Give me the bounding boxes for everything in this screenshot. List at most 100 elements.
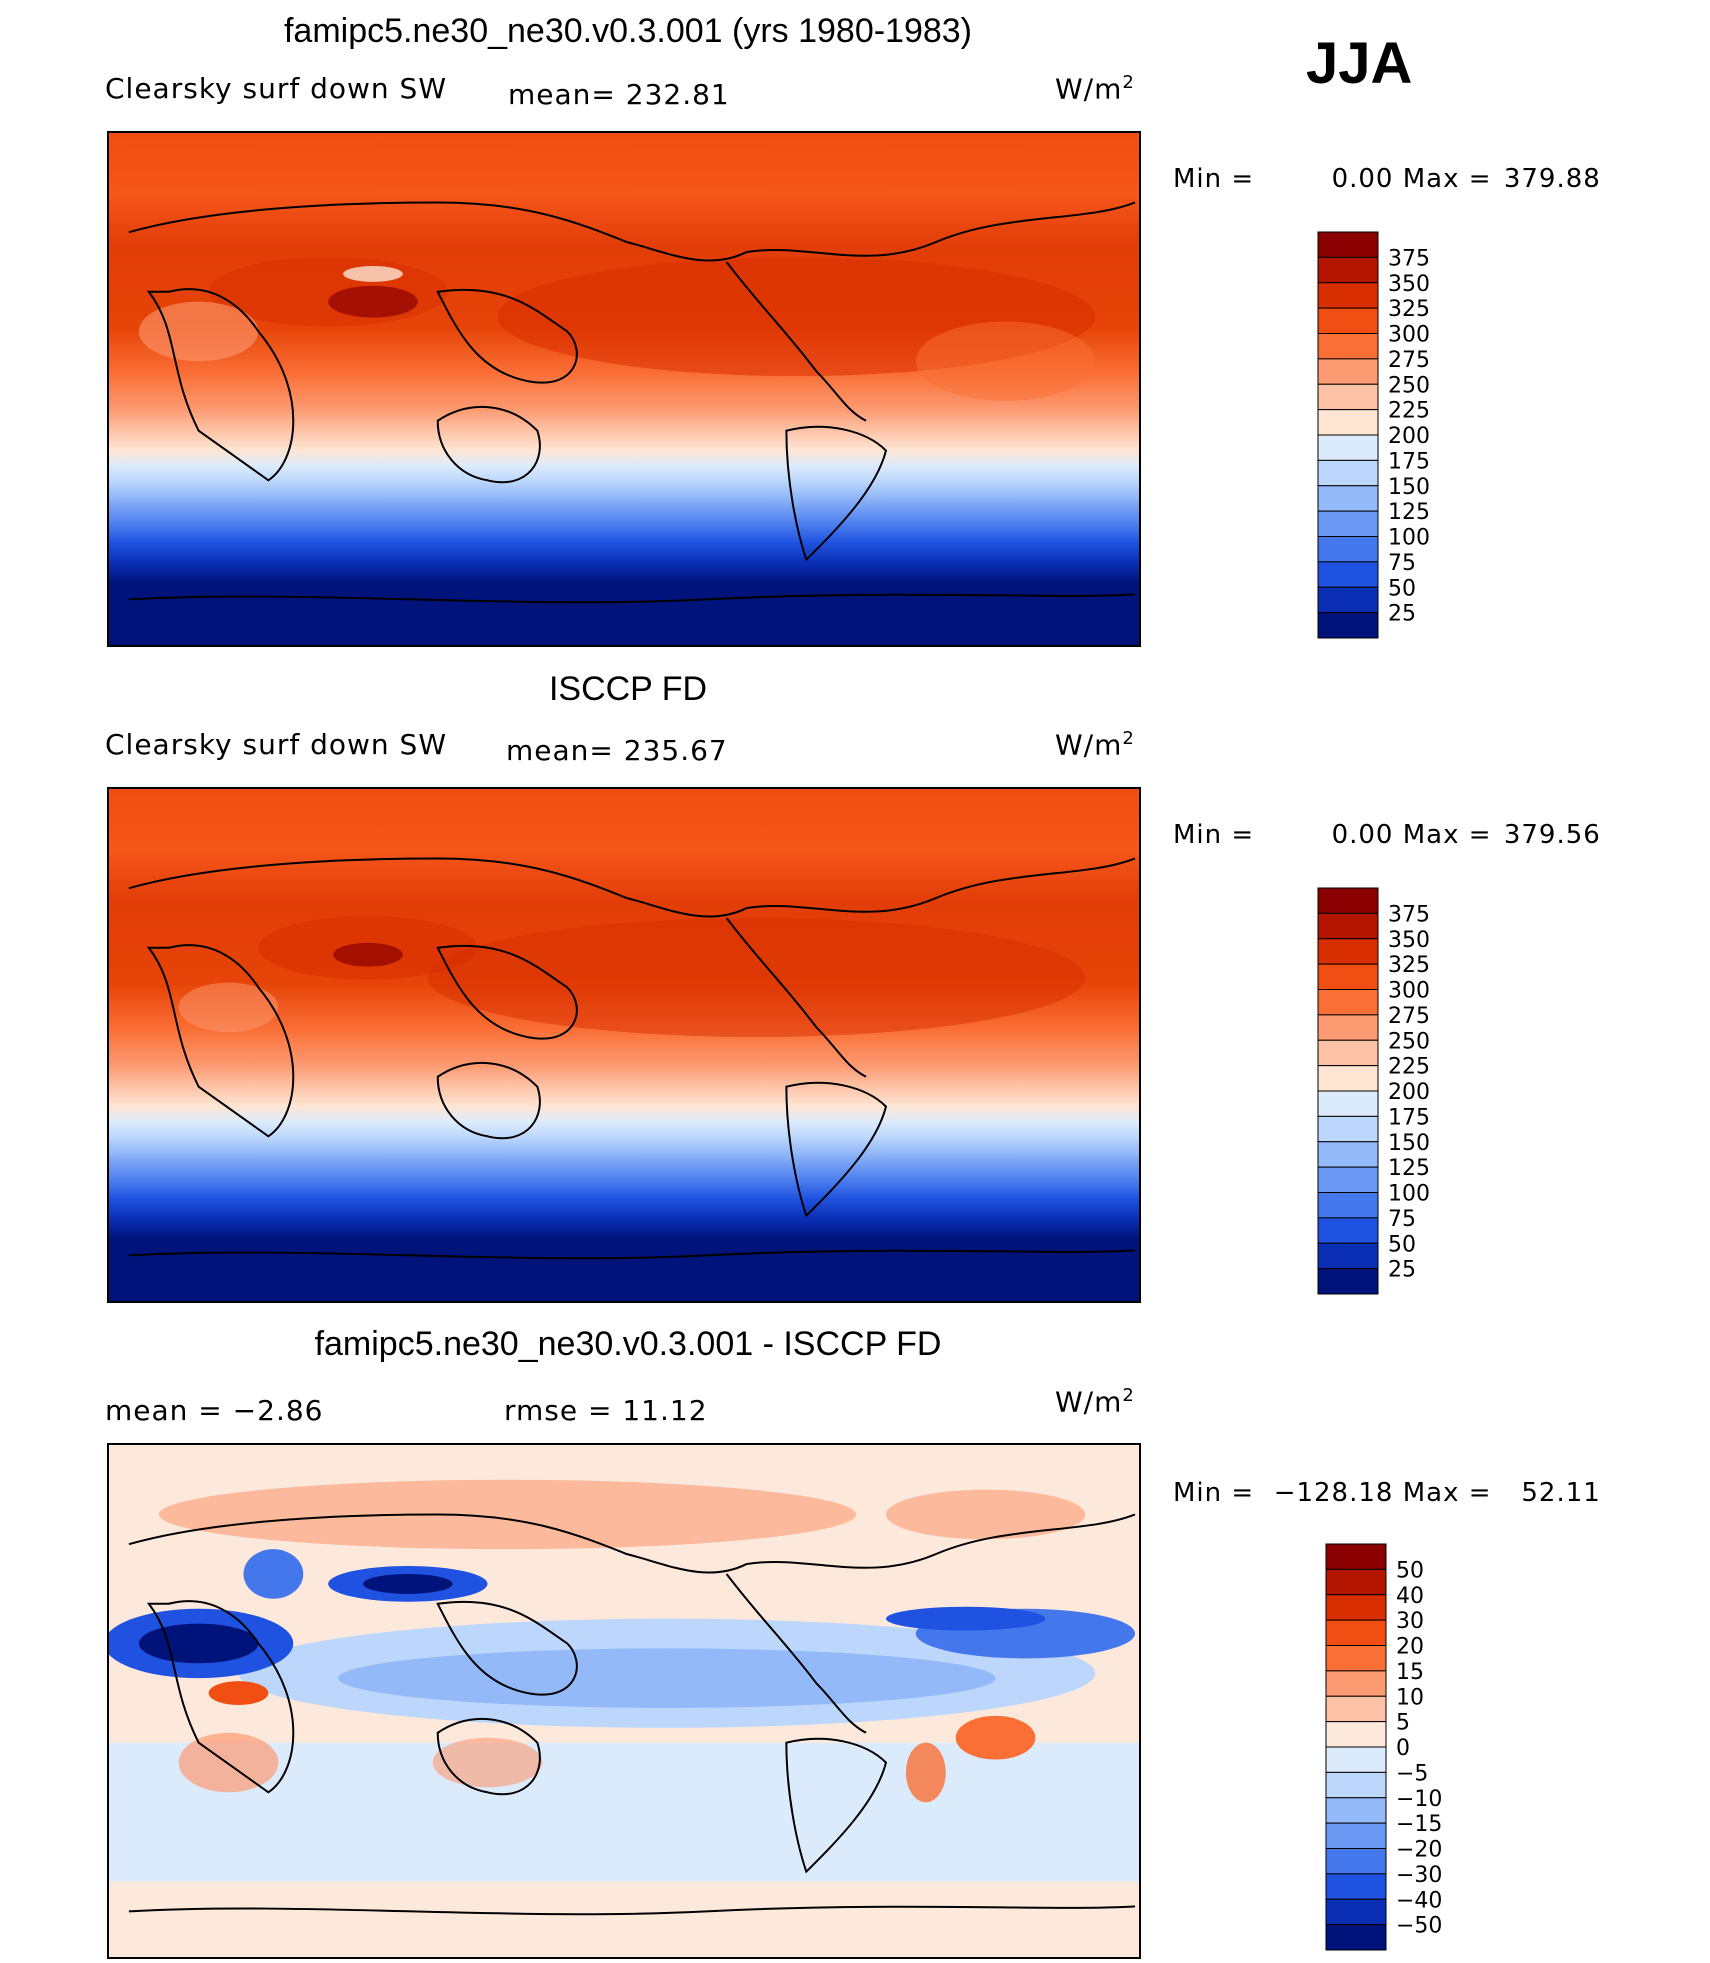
colorbar-swatch [1317, 485, 1379, 512]
panel-3-max-value: 52.11 [1521, 1478, 1601, 1508]
colorbar-swatch [1325, 1721, 1387, 1748]
colorbar-swatch [1317, 358, 1379, 385]
panel-1-colorbar-svg: 3753503253002752502252001751501251007550… [1317, 231, 1430, 639]
panel-3-map-svg [109, 1445, 1139, 1957]
colorbar-label: 125 [1388, 500, 1430, 525]
colorbar-label: 20 [1396, 1635, 1424, 1660]
colorbar-swatch [1317, 536, 1379, 563]
panel-2-mean-label: mean= 235.67 [506, 734, 728, 767]
colorbar-label: 200 [1388, 1080, 1430, 1105]
panel-1-max-value: 379.88 [1503, 164, 1601, 194]
colorbar-swatch [1317, 409, 1379, 436]
colorbar-label: 375 [1388, 902, 1430, 927]
colorbar-label: 125 [1388, 1156, 1430, 1181]
colorbar-swatch [1325, 1771, 1387, 1799]
panel-3-colorbar: 50 40 30 20 15 10 5 0 −5 −10 −15 −20 −30 −40 −50 [1325, 1543, 1486, 1951]
panel-3-map [107, 1443, 1141, 1959]
colorbar-swatch [1317, 1090, 1379, 1117]
panel-2-variable-label: Clearsky surf down SW [105, 728, 448, 761]
colorbar-label: −40 [1396, 1888, 1442, 1913]
colorbar-label: −10 [1396, 1787, 1442, 1812]
colorbar-label: 100 [1388, 1182, 1430, 1207]
panel-1-max-label: Max = [1402, 164, 1492, 194]
colorbar-swatch [1317, 1166, 1379, 1193]
colorbar-swatch [1317, 963, 1379, 990]
colorbar-swatch [1325, 1873, 1387, 1900]
panel-3-units: W/m2 [1055, 1385, 1135, 1419]
colorbar-swatch [1317, 256, 1379, 284]
panel-2-map-svg [109, 789, 1139, 1301]
colorbar-label: 175 [1388, 1105, 1430, 1130]
colorbar-swatch [1325, 1543, 1387, 1570]
colorbar-swatch [1317, 1065, 1379, 1092]
colorbar-swatch [1317, 586, 1379, 614]
colorbar-swatch [1317, 938, 1379, 965]
colorbar-label: 10 [1396, 1685, 1424, 1710]
colorbar-label: 15 [1396, 1660, 1424, 1685]
colorbar-label: 200 [1388, 424, 1430, 449]
colorbar-swatch [1317, 561, 1379, 588]
colorbar-label: 225 [1388, 1055, 1430, 1080]
colorbar-swatch [1325, 1822, 1387, 1849]
panel-2-max-label: Max = [1402, 820, 1492, 850]
colorbar-label: 175 [1388, 449, 1430, 474]
panel-2-minmax: Min = 0.00 Max = 379.56 [1173, 820, 1601, 850]
colorbar-swatch [1325, 1797, 1387, 1824]
colorbar-swatch [1325, 1924, 1387, 1951]
panel-1-mean-label: mean= 232.81 [508, 78, 730, 111]
colorbar-swatch [1317, 912, 1379, 940]
colorbar-swatch [1317, 383, 1379, 411]
panel-2-colorbar-svg: 3753503253002752502252001751501251007550… [1317, 887, 1430, 1295]
colorbar-swatch [1317, 1268, 1379, 1295]
colorbar-label: −50 [1396, 1914, 1442, 1939]
colorbar-label: 40 [1396, 1584, 1424, 1609]
colorbar-swatch [1317, 510, 1379, 537]
panel-2-min-value: 0.00 [1331, 820, 1394, 850]
colorbar-label: 0 [1396, 1736, 1410, 1761]
colorbar-swatch [1317, 1014, 1379, 1041]
panel-2-map [107, 787, 1141, 1303]
panel-3-rmse-label: rmse = 11.12 [504, 1394, 708, 1427]
panel-2-max-value: 379.56 [1503, 820, 1601, 850]
colorbar-label: 375 [1388, 246, 1430, 271]
colorbar-label: 350 [1388, 272, 1430, 297]
panel-3-min-value: −128.18 [1273, 1478, 1394, 1508]
panel-1-minmax: Min = 0.00 Max = 379.88 [1173, 164, 1601, 194]
colorbar-label: 300 [1388, 323, 1430, 348]
colorbar-swatch [1325, 1746, 1387, 1773]
colorbar-label: 25 [1388, 1258, 1416, 1283]
panel-2-min-label: Min = [1173, 820, 1255, 850]
colorbar-swatch [1317, 989, 1379, 1016]
colorbar-swatch [1317, 1217, 1379, 1244]
colorbar-label: −20 [1396, 1838, 1442, 1863]
colorbar-label: 75 [1388, 551, 1416, 576]
colorbar-swatch [1317, 1039, 1379, 1067]
panel-1-colorbar: 375 350 325 300 275 250 225 200 175 150 125 100 75 50… [1317, 231, 1478, 639]
colorbar-swatch [1317, 1192, 1379, 1219]
panel-2-title: ISCCP FD [548, 670, 708, 708]
colorbar-label: 275 [1388, 1004, 1430, 1029]
colorbar-swatch [1325, 1695, 1387, 1723]
colorbar-label: 225 [1388, 399, 1430, 424]
colorbar-swatch [1325, 1848, 1387, 1875]
colorbar-swatch [1317, 307, 1379, 334]
colorbar-swatch [1317, 333, 1379, 360]
panel-1-map [107, 131, 1141, 647]
colorbar-label: 350 [1388, 928, 1430, 953]
colorbar-label: 75 [1388, 1207, 1416, 1232]
colorbar-label: 50 [1388, 576, 1416, 601]
colorbar-swatch [1317, 1115, 1379, 1143]
colorbar-swatch [1325, 1594, 1387, 1621]
colorbar-label: 250 [1388, 1029, 1430, 1054]
colorbar-label: 150 [1388, 475, 1430, 500]
panel-1-variable-label: Clearsky surf down SW [105, 72, 448, 105]
colorbar-label: −30 [1396, 1863, 1442, 1888]
colorbar-swatch [1317, 887, 1379, 914]
panel-3-minmax: Min = −128.18 Max = 52.11 [1173, 1478, 1601, 1508]
colorbar-label: −15 [1396, 1812, 1442, 1837]
panel-3-max-label: Max = [1402, 1478, 1492, 1508]
colorbar-swatch [1325, 1645, 1387, 1672]
colorbar-label: −5 [1396, 1761, 1428, 1786]
colorbar-swatch [1317, 434, 1379, 461]
panel-2-colorbar: 375 350 325 300 275 250 225 200 175 150 125 100 75 50… [1317, 887, 1478, 1295]
